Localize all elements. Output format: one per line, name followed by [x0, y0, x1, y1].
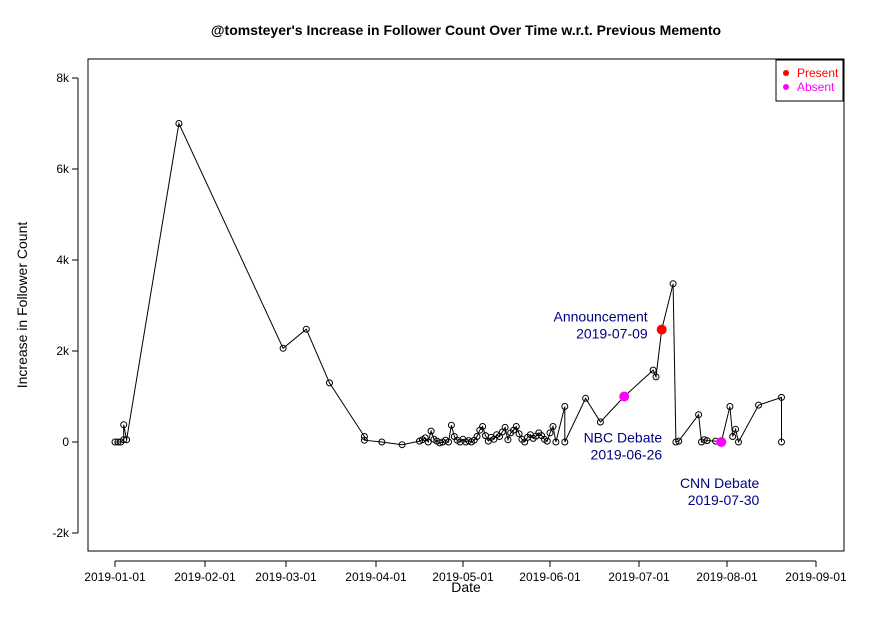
data-point [378, 438, 386, 446]
y-tick-label: 8k [56, 71, 70, 85]
x-tick-label: 2019-07-01 [608, 570, 670, 584]
data-point [669, 280, 677, 288]
legend-marker-absent [783, 84, 789, 90]
highlight-point-absent [716, 437, 727, 447]
data-point [561, 438, 569, 446]
data-point [512, 423, 520, 430]
data-point [436, 439, 444, 447]
annotation-date: 2019-07-09 [576, 326, 648, 342]
data-point [473, 433, 481, 440]
data-point [445, 438, 452, 446]
data-point [695, 411, 703, 419]
data-point [582, 394, 590, 402]
legend-label-absent: Absent [797, 80, 835, 94]
data-point [360, 436, 368, 444]
data-point [732, 425, 740, 433]
x-tick-label: 2019-02-01 [174, 570, 236, 584]
data-point [515, 430, 523, 438]
data-point [675, 437, 683, 445]
data-point [546, 429, 554, 437]
x-tick-label: 2019-04-01 [345, 570, 407, 584]
data-point [543, 437, 551, 445]
annotation-label: CNN Debate [680, 475, 760, 491]
series-group [111, 120, 785, 449]
axes: 2019-01-01 2019-02-01 2019-03-01 2019-04-01… [52, 71, 847, 584]
data-point [652, 373, 660, 381]
data-point [279, 344, 287, 352]
data-point [755, 401, 763, 409]
y-tick-label: 2k [56, 344, 70, 358]
data-point [552, 438, 560, 446]
data-point [778, 438, 785, 446]
series-line [115, 121, 782, 446]
data-point [123, 436, 131, 444]
annotation-date: 2019-07-30 [688, 492, 760, 508]
y-tick-label: 6k [56, 162, 70, 176]
x-tick-label: 2019-01-01 [84, 570, 146, 584]
x-tick-label: 2019-06-01 [519, 570, 581, 584]
data-point [561, 403, 569, 410]
annotation-label: NBC Debate [584, 430, 663, 446]
data-point [778, 393, 785, 401]
data-point [424, 438, 432, 446]
data-point [120, 436, 128, 444]
annotation-label: Announcement [554, 309, 648, 325]
legend-marker-present [783, 70, 789, 76]
x-axis-label: Date [451, 579, 481, 595]
chart-title: @tomsteyer's Increase in Follower Count … [211, 22, 721, 38]
data-point [398, 441, 406, 449]
y-tick-label: 4k [56, 253, 70, 267]
x-tick-label: 2019-05-01 [432, 570, 494, 584]
data-point [427, 427, 435, 435]
data-point [447, 421, 455, 429]
highlight-point-present [656, 324, 667, 335]
data-point [501, 423, 509, 431]
y-tick-label: -2k [52, 526, 70, 540]
data-point [703, 437, 711, 445]
data-point [120, 421, 128, 429]
data-point [114, 438, 122, 446]
y-axis-label: Increase in Follower Count [14, 222, 30, 389]
data-point [360, 433, 368, 440]
legend-label-present: Present [797, 66, 839, 80]
x-tick-label: 2019-03-01 [255, 570, 317, 584]
data-point [649, 366, 657, 374]
data-point [596, 418, 604, 426]
data-point [302, 325, 310, 333]
data-point [729, 433, 737, 440]
data-point [549, 423, 557, 430]
data-point [735, 438, 742, 446]
y-tick-label: 0 [62, 435, 69, 449]
data-point [326, 379, 333, 387]
legend-box [775, 59, 844, 102]
highlight-point-absent [619, 391, 630, 402]
x-tick-label: 2019-09-01 [785, 570, 847, 584]
data-point [504, 436, 512, 444]
x-tick-label: 2019-08-01 [696, 570, 758, 584]
data-point [479, 423, 487, 430]
data-point [175, 120, 183, 127]
data-point [726, 403, 734, 410]
highlight-group [619, 324, 727, 447]
annotation-date: 2019-06-26 [591, 447, 663, 463]
